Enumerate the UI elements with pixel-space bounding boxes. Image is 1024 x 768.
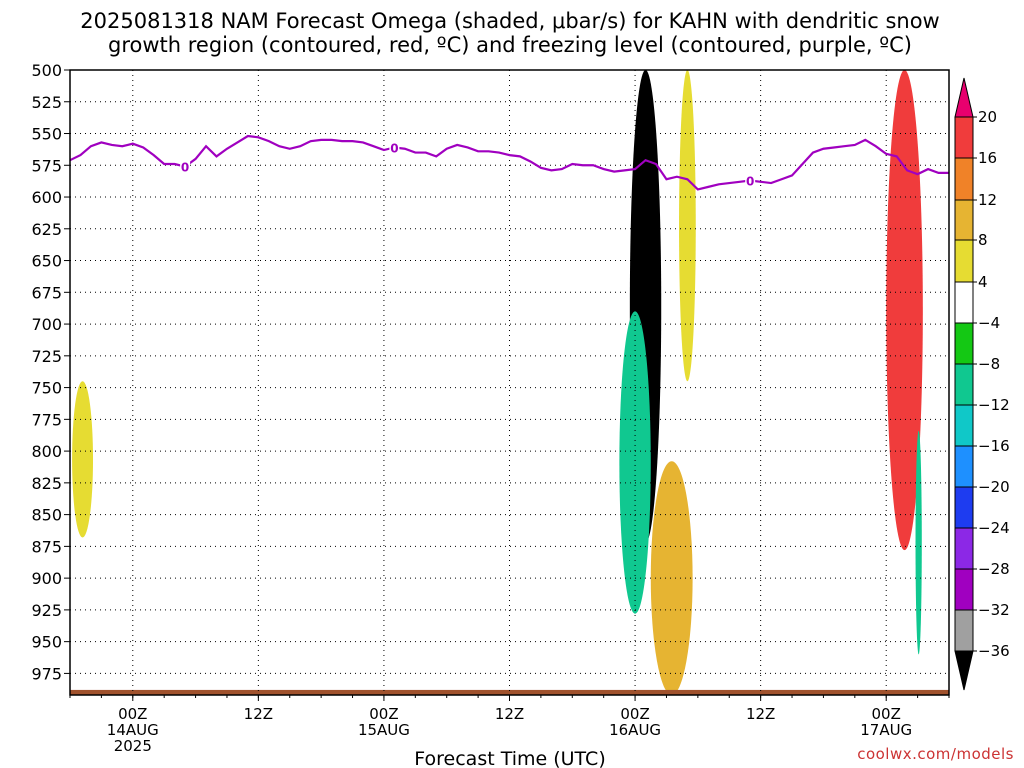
x-tick-label: 00Z <box>620 705 649 723</box>
omega-region-post-front-subsidence-upper <box>679 70 696 382</box>
colorbar-label: −28 <box>978 560 1010 578</box>
x-tick-year-label: 2025 <box>114 737 152 755</box>
x-tick-label: 12Z <box>495 705 524 723</box>
colorbar-label: −12 <box>978 396 1010 414</box>
x-tick-label: 00Z <box>872 705 901 723</box>
y-tick-label: 500 <box>31 61 62 80</box>
omega-region-late-subsidence-column <box>886 70 923 551</box>
colorbar-label: −4 <box>978 314 1000 332</box>
colorbar-label: 20 <box>978 108 997 126</box>
colorbar-label: −20 <box>978 478 1010 496</box>
colorbar-swatch <box>954 239 974 283</box>
contour-label: 0 <box>746 175 754 189</box>
colorbar-swatch <box>954 157 974 201</box>
y-tick-label: 625 <box>31 220 62 239</box>
y-tick-label: 800 <box>31 442 62 461</box>
x-tick-date-label: 14AUG <box>107 721 159 739</box>
y-tick-label: 750 <box>31 379 62 398</box>
colorbar-label: 4 <box>978 273 988 291</box>
y-tick-label: 575 <box>31 156 62 175</box>
y-tick-label: 775 <box>31 410 62 429</box>
y-tick-label: 725 <box>31 347 62 366</box>
plot-area <box>70 70 949 695</box>
contour-label: 0 <box>181 161 189 175</box>
x-tick-date-label: 15AUG <box>358 721 410 739</box>
y-tick-label: 825 <box>31 474 62 493</box>
colorbar-label: −32 <box>978 601 1010 619</box>
credit-text[interactable]: coolwx.com/models <box>857 745 1014 763</box>
colorbar-swatch <box>954 568 974 611</box>
y-tick-label: 850 <box>31 506 62 525</box>
y-tick-label: 525 <box>31 93 62 112</box>
colorbar-label: −36 <box>978 642 1010 660</box>
x-axis-title: Forecast Time (UTC) <box>414 748 605 768</box>
colorbar-swatch <box>954 609 974 652</box>
contour-label-bg <box>745 173 756 188</box>
y-tick-label: 950 <box>31 633 62 652</box>
colorbar-label: −24 <box>978 519 1010 537</box>
colorbar-swatch <box>954 116 974 159</box>
colorbar-swatch <box>954 363 974 406</box>
omega-region-early-low-level-rise <box>72 381 94 538</box>
colorbar-label: −8 <box>978 355 1000 373</box>
freezing-level-contour: 0 0 0 <box>69 134 949 191</box>
omega-region-late-low-level-rise <box>915 430 922 655</box>
contour-label-bg <box>389 140 400 155</box>
colorbar-swatch <box>954 486 974 529</box>
omega-region-post-front-subsidence-lower <box>650 461 693 695</box>
grid-lines <box>70 69 949 695</box>
colorbar-label: 12 <box>978 191 997 209</box>
x-tick-label: 12Z <box>746 705 775 723</box>
ground-terrain <box>70 689 949 695</box>
colorbar-swatch <box>954 322 974 365</box>
colorbar-swatch <box>954 527 974 570</box>
colorbar-label: 16 <box>978 149 997 167</box>
y-tick-label: 550 <box>31 125 62 144</box>
chart-title-line-2: growth region (contoured, red, ºC) and f… <box>108 33 912 57</box>
y-tick-label: 875 <box>31 537 62 556</box>
chart-title-line-1: 2025081318 NAM Forecast Omega (shaded, μ… <box>80 9 939 33</box>
colorbar-bottom-arrow <box>954 650 974 691</box>
y-tick-label: 900 <box>31 569 62 588</box>
y-tick-label: 675 <box>31 283 62 302</box>
x-tick-label: 12Z <box>244 705 273 723</box>
colorbar: 20 16 12 8 4 −4 −8 −12 −16 −20 −24 −28 −32 −36 <box>954 77 1010 691</box>
colorbar-swatch <box>954 445 974 488</box>
x-tick-label: 00Z <box>369 705 398 723</box>
y-tick-label: 600 <box>31 188 62 207</box>
contour-label: 0 <box>390 141 398 155</box>
freezing-level-line <box>69 134 949 191</box>
y-tick-label: 650 <box>31 252 62 271</box>
y-tick-label: 925 <box>31 601 62 620</box>
x-tick-date-label: 17AUG <box>860 721 912 739</box>
x-tick-date-label: 16AUG <box>609 721 661 739</box>
colorbar-label: 8 <box>978 231 988 249</box>
omega-region-lower-updraft-flank <box>619 311 651 614</box>
axes: 500 525 550 575 600 625 650 675 700 725 750 775 800 8… <box>31 61 950 755</box>
colorbar-swatch <box>954 199 974 241</box>
contour-label-bg <box>180 159 191 174</box>
colorbar-swatch <box>954 404 974 447</box>
colorbar-label: −16 <box>978 437 1010 455</box>
plot-frame <box>69 69 950 696</box>
x-tick-label: 00Z <box>118 705 147 723</box>
y-tick-label: 700 <box>31 315 62 334</box>
y-tick-label: 975 <box>31 664 62 683</box>
colorbar-swatch <box>954 281 974 324</box>
colorbar-top-arrow <box>954 77 974 118</box>
